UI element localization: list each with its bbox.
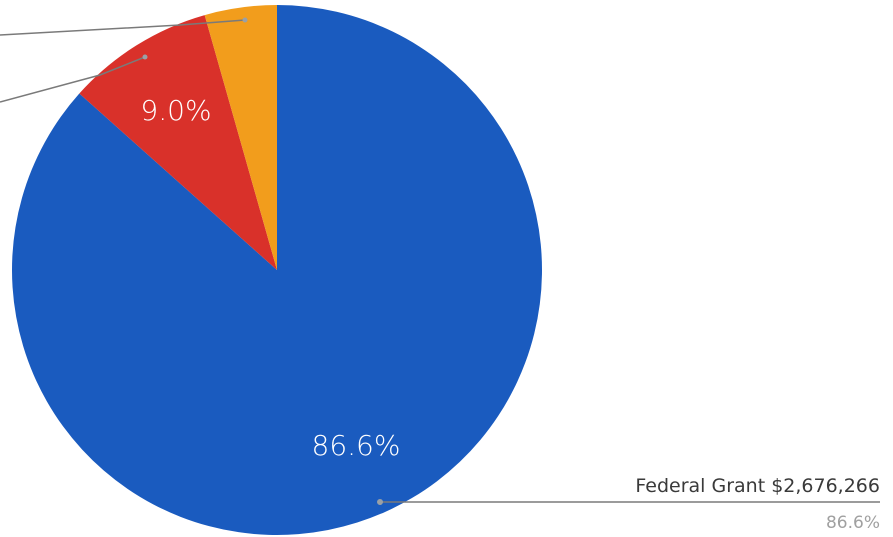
leader-dot-federal [377,499,383,505]
leader-line-top-b [0,56,146,103]
pie-slices [11,5,543,535]
leader-dot-top-a [242,17,248,23]
slice-label-federal: 86.6% [312,429,401,462]
callout-federal-subtitle: 86.6% [826,513,880,533]
callout-labels: Federal Grant $2,676,266 86.6% [635,475,880,533]
leader-lines [0,17,880,505]
leader-line-top-a [0,19,246,36]
callout-federal-title: Federal Grant $2,676,266 [635,475,880,497]
slice-orange [204,5,277,270]
leader-dot-top-b [142,54,148,60]
slice-label-red: 9.0% [140,94,211,127]
slice-red [79,15,278,270]
slice-percent-labels: 86.6% 9.0% [140,94,400,462]
